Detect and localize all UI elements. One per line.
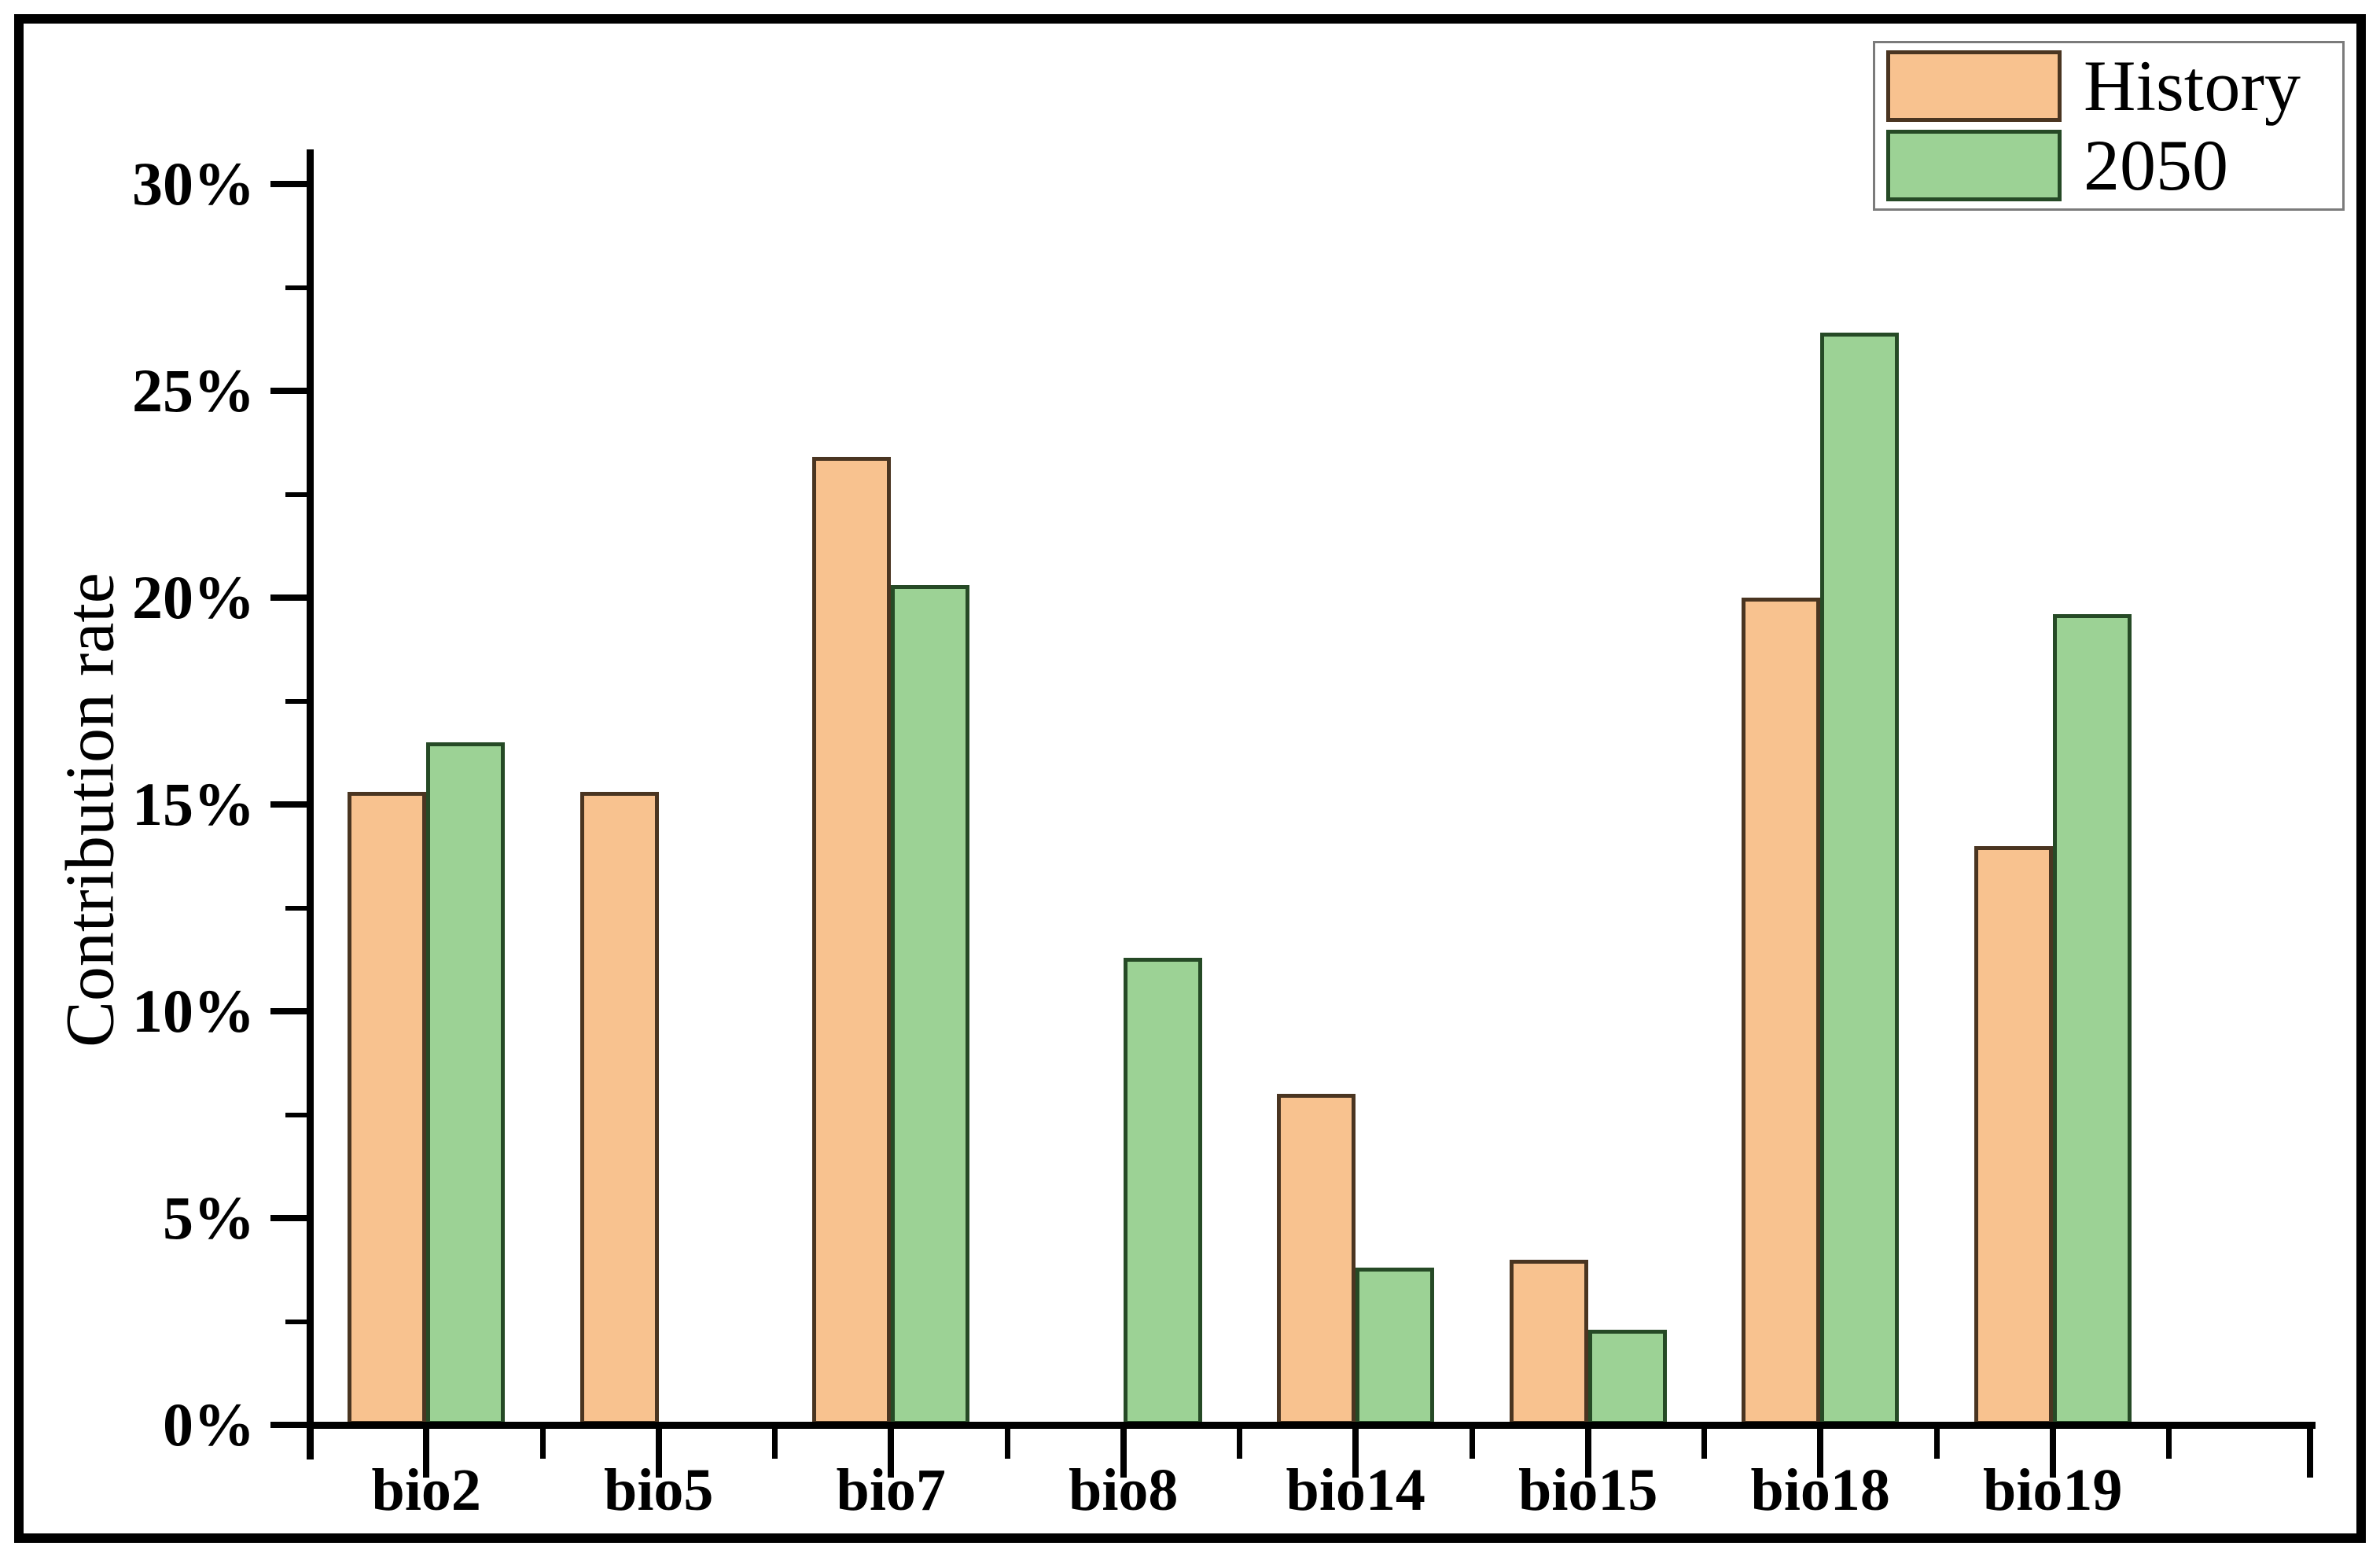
- y-tick-label: 30%: [132, 149, 255, 218]
- bar-2050-bio8: [1123, 957, 1202, 1425]
- x-minor-tick: [1933, 1429, 1940, 1459]
- x-major-tick: [1352, 1429, 1359, 1478]
- legend-item-2050: 2050: [1886, 124, 2342, 205]
- x-tick-label: bio14: [1286, 1457, 1425, 1523]
- y-axis-line: [307, 149, 314, 1459]
- y-tick-label: 0%: [163, 1390, 255, 1459]
- bar-history-bio15: [1509, 1259, 1588, 1425]
- y-major-tick: [270, 388, 307, 394]
- bar-history-bio5: [579, 792, 659, 1425]
- x-tick-label: bio7: [836, 1457, 946, 1523]
- y-minor-tick: [285, 1319, 307, 1324]
- y-tick-label: 5%: [163, 1183, 255, 1252]
- bar-history-bio7: [812, 457, 892, 1425]
- bar-history-bio18: [1742, 598, 1821, 1425]
- y-tick-label: 25%: [132, 356, 255, 425]
- x-minor-tick: [1469, 1429, 1475, 1459]
- x-tick-label: bio18: [1750, 1457, 1890, 1523]
- x-tick-label: bio2: [371, 1457, 481, 1523]
- y-minor-tick: [285, 491, 307, 497]
- x-minor-tick: [1004, 1429, 1010, 1459]
- y-minor-tick: [285, 1112, 307, 1117]
- y-major-tick: [270, 801, 307, 808]
- x-major-tick: [1817, 1429, 1824, 1478]
- x-minor-tick: [539, 1429, 546, 1459]
- x-minor-tick: [1237, 1429, 1242, 1459]
- y-major-tick: [270, 181, 307, 187]
- bar-2050-bio7: [891, 585, 970, 1425]
- y-minor-tick: [285, 905, 307, 911]
- bar-2050-bio2: [426, 742, 506, 1425]
- x-major-tick: [655, 1429, 662, 1478]
- y-major-tick: [270, 1008, 307, 1014]
- y-major-tick: [270, 1422, 307, 1428]
- x-minor-tick: [2166, 1429, 2172, 1459]
- y-minor-tick: [285, 285, 307, 290]
- bar-history-bio14: [1277, 1094, 1356, 1425]
- legend-swatch-history: [1886, 50, 2062, 123]
- y-major-tick: [270, 594, 307, 601]
- x-major-tick: [888, 1429, 895, 1478]
- x-major-tick: [423, 1429, 430, 1478]
- legend: History 2050: [1873, 41, 2345, 211]
- y-minor-tick: [285, 698, 307, 704]
- x-major-tick: [1120, 1429, 1127, 1478]
- bar-2050-bio14: [1356, 1268, 1435, 1425]
- y-tick-label: 10%: [132, 977, 255, 1045]
- legend-swatch-2050: [1886, 129, 2062, 201]
- legend-item-history: History: [1886, 46, 2342, 127]
- bar-history-bio2: [348, 792, 427, 1425]
- x-axis-end-tick: [2307, 1429, 2313, 1478]
- legend-label-history: History: [2084, 46, 2301, 127]
- x-tick-label: bio15: [1518, 1457, 1658, 1523]
- x-major-tick: [2049, 1429, 2056, 1478]
- bar-2050-bio19: [2052, 614, 2132, 1425]
- x-tick-label: bio8: [1069, 1457, 1179, 1523]
- y-major-tick: [270, 1215, 307, 1221]
- legend-label-2050: 2050: [2084, 124, 2228, 205]
- bar-history-bio19: [1974, 845, 2053, 1425]
- x-minor-tick: [772, 1429, 778, 1459]
- x-axis-line: [307, 1422, 2316, 1429]
- bar-2050-bio15: [1587, 1330, 1667, 1425]
- y-tick-label: 15%: [132, 770, 255, 838]
- x-minor-tick: [1701, 1429, 1707, 1459]
- x-tick-label: bio19: [1983, 1457, 2123, 1523]
- bar-2050-bio18: [1820, 333, 1900, 1425]
- y-tick-label: 20%: [132, 563, 255, 631]
- x-tick-label: bio5: [604, 1457, 714, 1523]
- figure-border: [14, 14, 2366, 1543]
- x-major-tick: [1584, 1429, 1591, 1478]
